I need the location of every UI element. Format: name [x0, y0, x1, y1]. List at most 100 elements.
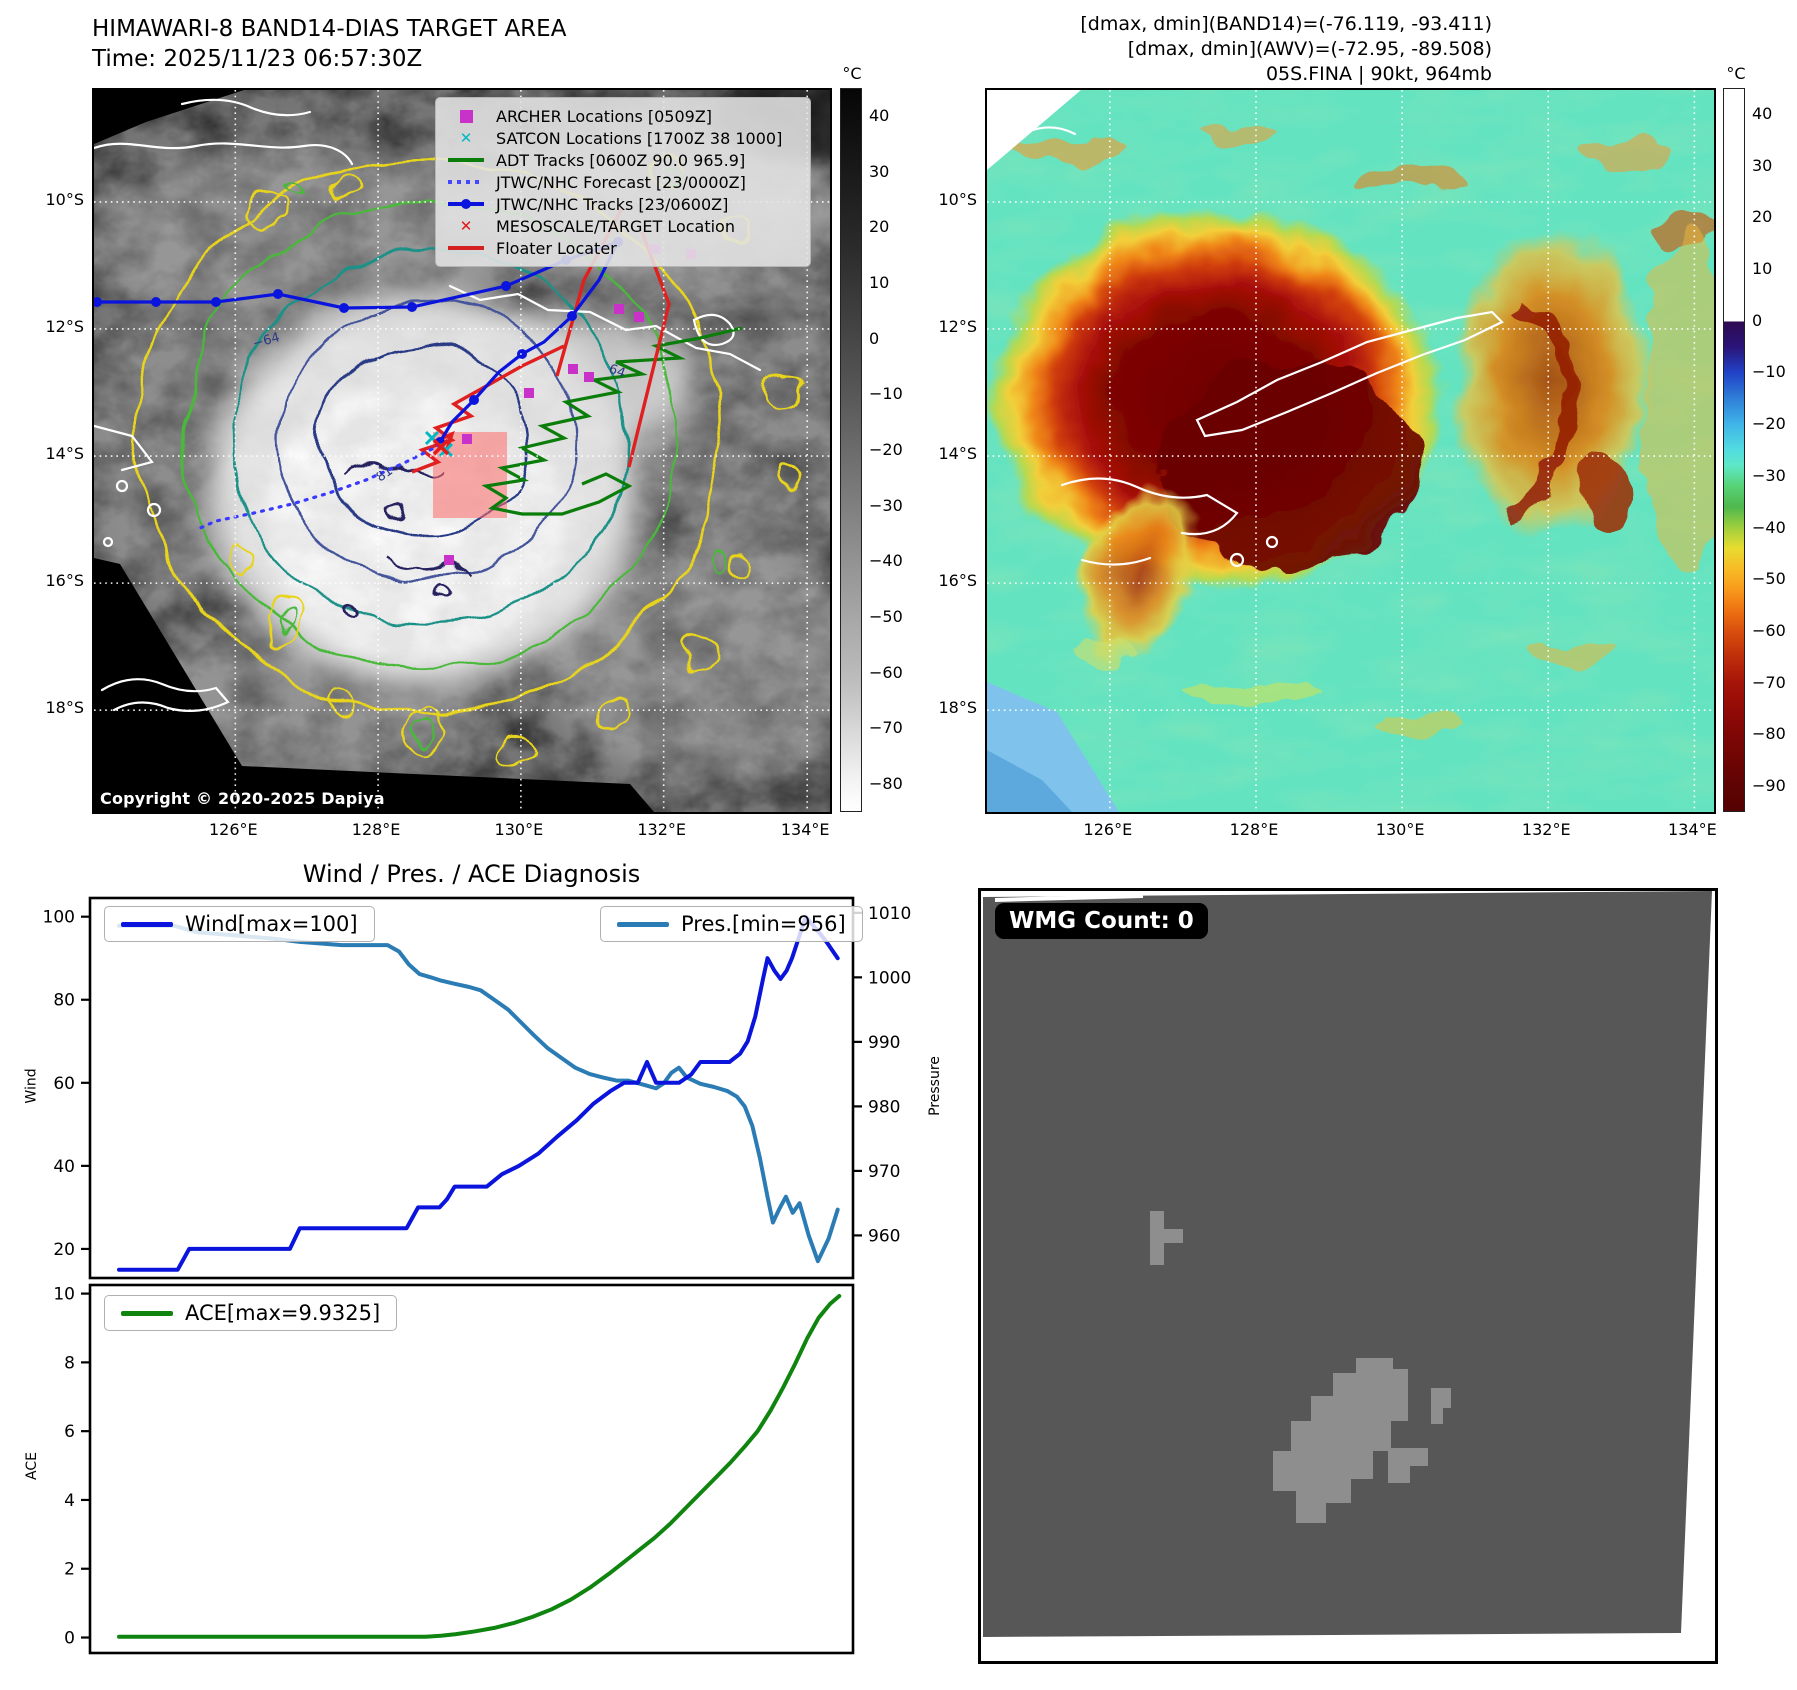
- colorbar-tick-label: −20: [869, 440, 903, 459]
- coastline: [1025, 126, 1504, 568]
- colorbar-tick-label: −80: [1752, 724, 1786, 744]
- x-glyph: ✕: [459, 216, 473, 235]
- dot-glyph: [461, 199, 471, 209]
- colorbar-tick-label: −50: [1752, 569, 1786, 589]
- line-dot-marker-icon: [446, 199, 486, 209]
- colorbar-tick-label: 40: [1752, 103, 1773, 123]
- pres-legend-label: Pres.[min=956]: [681, 912, 846, 936]
- series-wind: [117, 914, 840, 1272]
- mesoscale-target-square: [433, 432, 507, 518]
- ir-contours: [135, 157, 723, 713]
- dotted-line-glyph: [448, 180, 484, 184]
- band14-colorbar-unit: °C: [842, 64, 862, 83]
- line-glyph: [448, 246, 484, 250]
- chart-frame: [88, 896, 855, 1280]
- wmg-blobs: [1150, 1211, 1451, 1523]
- lat-tick-label: 16°S: [938, 571, 977, 591]
- series-ace: [117, 1294, 842, 1639]
- colorbar-tick-label: −70: [1752, 672, 1786, 692]
- lat-tick-label: 14°S: [45, 444, 84, 464]
- awv-colorbar: [1723, 88, 1745, 812]
- lat-tick-label: 14°S: [938, 444, 977, 464]
- pres-legend-box: Pres.[min=956]: [600, 906, 863, 942]
- info-line: [dmax, dmin](BAND14)=(-76.119, -93.411): [1080, 13, 1492, 35]
- y-tick-label: 980: [868, 1097, 900, 1117]
- dotted-marker-icon: [446, 180, 486, 184]
- y-tick-label: 990: [868, 1033, 900, 1053]
- legend-item-label: JTWC/NHC Forecast [23/0000Z]: [496, 172, 746, 192]
- ace-legend-label: ACE[max=9.9325]: [185, 1301, 381, 1325]
- swath-edge-top-left: [94, 90, 244, 144]
- legend-item: JTWC/NHC Forecast [23/0000Z]: [446, 172, 798, 192]
- awv-satellite-image: [987, 90, 1714, 812]
- y-tick-label: 960: [868, 1226, 900, 1246]
- legend-item-label: Floater Locater: [496, 238, 617, 258]
- colorbar-tick-label: −90: [1752, 776, 1786, 796]
- colorbar-tick-label: −40: [869, 551, 903, 571]
- wind-legend-box: Wind[max=100]: [104, 906, 375, 942]
- line-glyph: [448, 158, 484, 162]
- y-tick-label: 1000: [868, 968, 911, 988]
- pres-line-swatch: [617, 921, 669, 927]
- wmg-image: [983, 891, 1712, 1637]
- square-marker-icon: [446, 109, 486, 123]
- lon-tick-label: 134°E: [780, 820, 830, 839]
- awv-colorbar-unit: °C: [1726, 64, 1746, 83]
- swath-edge-bottom-left: [94, 558, 654, 812]
- y-tick-label: 10: [53, 1285, 75, 1305]
- lon-tick-label: 126°E: [208, 820, 258, 839]
- lon-tick-label: 130°E: [1375, 820, 1425, 839]
- legend-item: ✕ MESOSCALE/TARGET Location: [446, 216, 798, 236]
- dmax-dmin-info-block: [dmax, dmin](BAND14)=(-76.119, -93.411) […: [900, 12, 1492, 87]
- lon-tick-label: 134°E: [1668, 820, 1717, 839]
- lon-tick-label: 126°E: [1083, 820, 1133, 839]
- wmg-top-streak: [994, 894, 1144, 902]
- legend-item: Floater Locater: [446, 238, 798, 258]
- colorbar-tick-label: 0: [869, 328, 880, 348]
- jtwc-forecast-dotted-line: [196, 443, 442, 531]
- y-tick-label: 60: [53, 1074, 75, 1094]
- band14-colorbar: [840, 88, 862, 812]
- pressure-axis-label: Pressure: [926, 1056, 943, 1116]
- series-pres.: [117, 923, 840, 1264]
- legend-item-label: JTWC/NHC Tracks [23/0600Z]: [496, 194, 729, 214]
- band14-map-panel: −64 64 81 ARCHER Locations [0509Z] ✕ SATCON …: [92, 88, 832, 814]
- awv-cloud-blobs: [989, 123, 1714, 733]
- timestamp: Time: 2025/11/23 06:57:30Z: [92, 46, 423, 72]
- page-title: HIMAWARI-8 BAND14-DIAS TARGET AREA: [92, 16, 567, 42]
- colorbar-tick-label: 10: [869, 272, 890, 292]
- contour-label: −64: [251, 330, 281, 352]
- colorbar-tick-label: −70: [869, 718, 903, 738]
- colorbar-tick-label: −30: [1752, 465, 1786, 485]
- colorbar-tick-label: −80: [869, 774, 903, 794]
- lat-tick-label: 12°S: [938, 316, 977, 336]
- lat-tick-label: 10°S: [45, 189, 84, 209]
- left-title-block: HIMAWARI-8 BAND14-DIAS TARGET AREA Time:…: [92, 14, 566, 74]
- adt-track-line: [481, 326, 743, 516]
- colorbar-tick-label: −30: [869, 495, 903, 515]
- y-tick-label: 1010: [868, 904, 911, 924]
- chart-frame: [88, 1283, 855, 1655]
- legend-item-label: ADT Tracks [0600Z 90.0 965.9]: [496, 150, 746, 170]
- y-tick-label: 80: [53, 991, 75, 1011]
- wind-legend-label: Wind[max=100]: [185, 912, 358, 936]
- colorbar-tick-label: −10: [869, 384, 903, 404]
- info-line: 05S.FINA | 90kt, 964mb: [1265, 63, 1492, 85]
- square-glyph: [459, 109, 473, 123]
- line-marker-icon: [446, 246, 486, 250]
- legend-item-label: MESOSCALE/TARGET Location: [496, 216, 735, 236]
- x-glyph: ✕: [459, 128, 473, 147]
- info-line: [dmax, dmin](AWV)=(-72.95, -89.508): [1127, 38, 1492, 60]
- colorbar-tick-label: −40: [1752, 517, 1786, 537]
- lon-tick-label: 132°E: [637, 820, 686, 839]
- colorbar-tick-label: 0: [1752, 310, 1763, 330]
- colorbar-tick-label: −60: [1752, 621, 1786, 640]
- copyright-watermark: Copyright © 2020-2025 Dapiya: [100, 789, 385, 808]
- coastline: [94, 98, 762, 713]
- lat-tick-label: 18°S: [45, 698, 84, 718]
- lat-tick-label: 10°S: [938, 189, 977, 209]
- map-legend-box: ARCHER Locations [0509Z] ✕ SATCON Location…: [435, 97, 811, 267]
- wind-pres-ace-charts: 20 40 60 80 100 960 970 980 990 1000 1010 0 2 4 6 8 10: [43, 896, 911, 1655]
